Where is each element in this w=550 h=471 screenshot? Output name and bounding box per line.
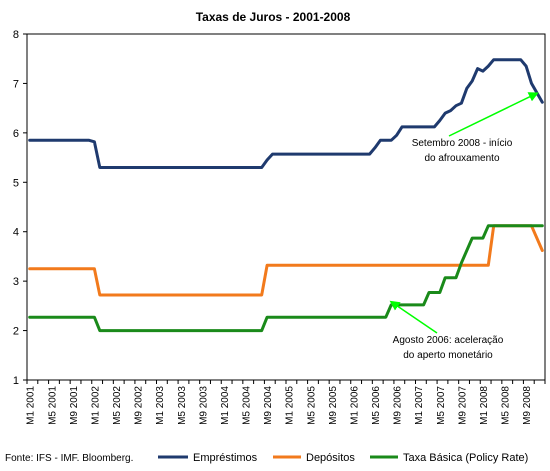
y-tick-label: 6 [13, 128, 19, 140]
x-tick-label: M5 2007 [436, 386, 447, 425]
y-tick-label: 2 [13, 326, 19, 338]
x-tick-label: M9 2003 [198, 386, 209, 425]
series-line-1 [28, 58, 544, 169]
legend-label: Taxa Básica (Policy Rate) [403, 452, 528, 464]
series-line-3 [28, 224, 544, 333]
y-tick-label: 4 [13, 227, 19, 239]
x-tick-label: M1 2002 [90, 386, 101, 425]
source-note: Fonte: IFS - IMF. Bloomberg. [5, 453, 133, 464]
x-tick-label: M9 2001 [69, 386, 80, 425]
y-tick-label: 8 [13, 29, 19, 41]
annotation-arrow [448, 92, 539, 137]
legend: Empréstimos Depósitos Taxa Básica (Policy … [158, 452, 528, 464]
series-line-2 [28, 224, 544, 297]
x-tick-label: M5 2001 [47, 386, 58, 425]
annotation-text: do aperto monetário [403, 350, 493, 361]
annotation-text: Setembro 2008 - início [412, 138, 513, 149]
y-tick-label: 1 [13, 375, 19, 387]
x-tick-label: M1 2004 [220, 386, 231, 425]
x-tick-label: M1 2007 [414, 386, 425, 425]
annotation-layer: Setembro 2008 - início do afrouxamento Ago… [389, 92, 539, 361]
y-tick-label: 5 [13, 177, 19, 189]
x-tick-label: M9 2002 [134, 386, 145, 425]
x-tick-label: M9 2006 [393, 386, 404, 425]
x-tick-label: M9 2004 [263, 386, 274, 425]
x-tick-label: M1 2005 [285, 386, 296, 425]
y-tick-label: 7 [13, 78, 19, 90]
x-tick-label: M9 2007 [457, 386, 468, 425]
x-tick-label: M5 2005 [306, 386, 317, 425]
x-axis: M1 2001 M5 2001 M9 2001 M1 2002 M5 2002 M9 20… [26, 380, 546, 425]
annotation-text: Agosto 2006: aceleração [393, 335, 504, 346]
x-tick-label: M1 2001 [26, 386, 37, 425]
x-tick-label: M1 2006 [349, 386, 360, 425]
y-axis: 1 2 3 4 5 6 7 8 [13, 29, 27, 387]
x-tick-label: M5 2004 [242, 386, 253, 425]
x-tick-label: M5 2003 [177, 386, 188, 425]
legend-label: Empréstimos [193, 452, 258, 464]
annotation-arrow [389, 300, 438, 334]
x-tick-label: M5 2006 [371, 386, 382, 425]
x-tick-label: M1 2003 [155, 386, 166, 425]
x-tick-label: M5 2008 [501, 386, 512, 425]
chart-title: Taxas de Juros - 2001-2008 [196, 10, 351, 24]
x-tick-label: M9 2005 [328, 386, 339, 425]
legend-label: Depósitos [306, 452, 355, 464]
x-tick-label: M5 2002 [112, 386, 123, 425]
x-tick-label: M1 2008 [479, 386, 490, 425]
y-tick-label: 3 [13, 276, 19, 288]
series-layer [28, 58, 544, 333]
x-tick-label: M9 2008 [522, 386, 533, 425]
annotation-text: do afrouxamento [424, 153, 499, 164]
